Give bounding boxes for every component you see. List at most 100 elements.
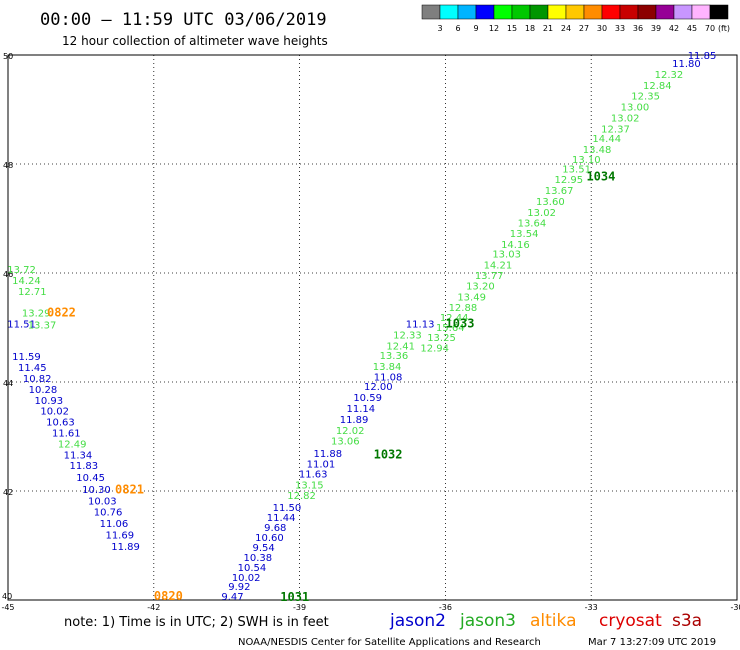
colorbar-swatch [709,4,729,20]
wave-height-label: 10.30 [82,485,111,496]
wave-height-label: 11.88 [313,449,342,460]
y-tick-label: 48 [3,161,13,170]
wave-height-label: 11.89 [111,542,140,553]
wave-height-label: 10.59 [353,393,382,404]
wave-height-label: 12.41 [386,341,415,352]
wave-height-label: 12.49 [58,439,87,450]
wave-height-label: 13.60 [536,197,565,208]
wave-height-label: 12.44 [440,313,469,324]
x-tick-label: -39 [293,603,306,612]
wave-height-label: 10.28 [29,385,58,396]
colorbar-swatch [457,4,477,20]
wave-height-label: 13.25 [427,333,456,344]
wave-height-label: 13.29 [22,309,51,320]
wave-height-label: 9.54 [253,543,275,554]
colorbar-swatch [529,4,549,20]
wave-height-label: 11.06 [100,519,129,530]
wave-height-label: 9.47 [221,592,243,603]
colorbar-label: 45 [687,24,697,33]
colorbar-swatch [547,4,567,20]
footer-timestamp: Mar 7 13:27:09 UTC 2019 [588,637,716,648]
wave-height-label: 13.49 [457,292,486,303]
wave-height-label: 13.06 [331,437,360,448]
wave-height-label: 11.13 [406,320,435,331]
x-tick-label: -36 [439,603,452,612]
pass-id-label: 1034 [586,169,615,183]
colorbar-label: 3 [437,24,442,33]
wave-height-label: 12.71 [18,287,47,298]
wave-height-label: 12.88 [449,303,478,314]
colorbar-swatch [655,4,675,20]
mission-legend-jason2: jason2 [389,611,446,631]
colorbar-label: 30 [597,24,607,33]
y-tick-label: 40 [2,592,12,601]
colorbar-swatch [691,4,711,20]
wave-height-label: 11.34 [64,450,93,461]
x-tick-label: -42 [147,603,160,612]
wave-height-label: 12.02 [336,426,365,437]
wave-height-label: 10.76 [94,508,123,519]
wave-height-label: 10.54 [238,563,267,574]
colorbar-label: 9 [473,24,478,33]
wave-height-label: 14.21 [484,261,513,272]
wave-height-label: 11.59 [12,352,41,363]
mission-legend-cryosat: cryosat [599,611,662,631]
mission-legend-altika: altika [530,611,577,631]
colorbar-label: 70 [705,24,715,33]
pass-id-label: 0822 [47,306,76,320]
colorbar-label: 18 [525,24,535,33]
colorbar-swatch [475,4,495,20]
mission-legend-jason3: jason3 [459,611,516,631]
chart-subtitle: 12 hour collection of altimeter wave hei… [62,34,328,48]
wave-height-label: 11.89 [340,415,369,426]
wave-height-label: 13.54 [510,229,539,240]
chart-title: 00:00 – 11:59 UTC 03/06/2019 [40,10,327,30]
colorbar-swatch [673,4,693,20]
wave-height-label: 12.32 [655,70,684,81]
wave-height-label: 11.44 [267,513,296,524]
wave-height-label: 10.93 [35,396,64,407]
plot-area: -45 -42 -39 -36 -33 -30 42 44 46 48 50 40 11.8511.80… [1,51,740,612]
x-tick-label: -33 [585,603,598,612]
wave-height-label: 11.45 [18,363,47,374]
wave-height-label: 12.94 [420,343,449,354]
wave-height-label: 10.63 [46,418,75,429]
plot-frame [7,54,738,601]
footer-credit: NOAA/NESDIS Center for Satellite Applica… [238,637,541,648]
mission-legend-s3a: s3a [672,611,702,631]
wave-height-label: 13.15 [295,480,324,491]
wave-height-label: 10.38 [243,553,272,564]
wave-height-label: 12.00 [364,382,393,393]
colorbar-label: 21 [543,24,553,33]
wave-height-label: 13.00 [621,103,650,114]
x-tick-label: -30 [730,603,740,612]
wave-height-label: 13.72 [7,265,36,276]
wave-height-label: 14.24 [12,276,41,287]
colorbar-label: 6 [455,24,460,33]
colorbar-swatch [439,4,459,20]
colorbar-legend: 3 6 9 12 15 18 21 24 27 30 33 36 39 42 45 70 (ft) [421,4,730,33]
wave-height-label: 12.33 [393,330,422,341]
colorbar-unit: (ft) [718,24,730,33]
wave-height-label: 12.84 [643,81,672,92]
colorbar-swatch [421,4,441,20]
colorbar-swatch [637,4,657,20]
wave-height-label: 13.67 [545,186,574,197]
wave-height-label: 12.35 [631,92,660,103]
colorbar-swatch [511,4,531,20]
colorbar-label: 12 [489,24,499,33]
wave-height-label: 13.20 [466,281,495,292]
colorbar-swatch [565,4,585,20]
wave-height-label: 13.36 [380,351,409,362]
wave-height-label: 13.84 [373,362,402,373]
wave-height-label: 10.02 [232,573,261,584]
wave-height-label: 13.02 [611,113,640,124]
wave-height-label: 9.68 [264,523,286,534]
colorbar-label: 42 [669,24,679,33]
y-tick-label: 46 [3,270,13,279]
mission-legend: jason2 jason3 altika cryosat s3a [389,611,702,631]
wave-height-label: 11.61 [52,429,81,440]
wave-height-label: 10.02 [40,407,69,418]
wave-height-label: 13.64 [518,219,547,230]
